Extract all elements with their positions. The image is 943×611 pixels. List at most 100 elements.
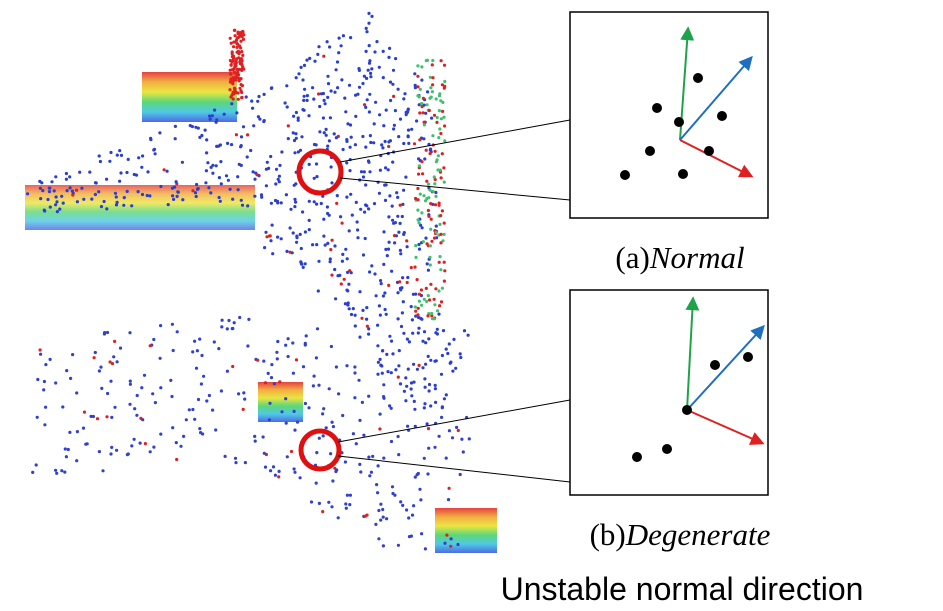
cloud-point — [417, 243, 420, 246]
cloud-point — [440, 176, 443, 179]
cloud-point — [407, 134, 410, 137]
cloud-point — [383, 291, 386, 294]
panel-degenerate — [570, 290, 768, 495]
cloud-point — [247, 318, 250, 321]
cloud-point — [387, 284, 390, 287]
cloud-point — [452, 338, 455, 341]
cloud-point — [105, 178, 108, 181]
cloud-point — [385, 517, 388, 520]
cloud-point — [390, 440, 393, 443]
cloud-point — [321, 412, 324, 415]
cloud-point — [451, 370, 454, 373]
cloud-point — [327, 82, 330, 85]
cloud-point — [336, 274, 339, 277]
cloud-point — [425, 103, 428, 106]
cloud-point — [39, 348, 42, 351]
cloud-point — [26, 192, 29, 195]
cloud-point — [326, 242, 329, 245]
cloud-point — [154, 401, 157, 404]
cloud-point — [438, 223, 441, 226]
cloud-point — [367, 12, 370, 15]
cloud-point — [434, 191, 437, 194]
cloud-point — [428, 109, 431, 112]
cloud-point — [286, 105, 289, 108]
cloud-point — [328, 139, 331, 142]
cloud-point — [39, 353, 42, 356]
cloud-point — [343, 97, 346, 100]
cloud-point — [404, 176, 407, 179]
cloud-point — [269, 155, 272, 158]
cloud-point — [38, 180, 41, 183]
cloud-point — [302, 365, 305, 368]
cloud-point — [425, 197, 428, 200]
cloud-point — [243, 398, 246, 401]
cloud-point — [426, 59, 429, 62]
cloud-point — [317, 45, 320, 48]
cloud-point — [310, 500, 313, 503]
cloud-point — [252, 170, 255, 173]
cloud-point — [48, 187, 51, 190]
cloud-point — [323, 131, 326, 134]
cloud-point — [368, 270, 371, 273]
cloud-point — [177, 191, 180, 194]
cloud-point — [318, 130, 321, 133]
cloud-point — [159, 324, 162, 327]
cloud-point — [433, 446, 436, 449]
cloud-point — [258, 118, 261, 121]
cloud-point — [275, 351, 278, 354]
highlight-circle — [301, 431, 339, 469]
cloud-point — [322, 218, 325, 221]
cloud-point — [401, 276, 404, 279]
cloud-point — [83, 411, 86, 414]
cloud-point — [400, 325, 403, 328]
cloud-point — [434, 401, 437, 404]
cloud-point — [360, 317, 363, 320]
cloud-point — [185, 418, 188, 421]
cloud-point — [293, 429, 296, 432]
point — [632, 452, 642, 462]
cloud-point — [136, 394, 139, 397]
cloud-point — [265, 184, 268, 187]
cloud-point — [418, 300, 421, 303]
cloud-point — [302, 99, 305, 102]
cloud-point — [231, 55, 234, 58]
cloud-point — [234, 34, 237, 37]
cloud-point — [351, 214, 354, 217]
cloud-point — [301, 78, 304, 81]
cloud-point — [49, 206, 52, 209]
cloud-point — [425, 300, 428, 303]
cloud-point — [241, 84, 244, 87]
cloud-point — [240, 199, 243, 202]
cloud-point — [343, 278, 346, 281]
cloud-point — [436, 116, 439, 119]
cloud-point — [420, 102, 423, 105]
cloud-point — [412, 363, 415, 366]
cloud-point — [250, 100, 253, 103]
cloud-point — [312, 384, 315, 387]
cloud-point — [381, 146, 384, 149]
cloud-point — [234, 457, 237, 460]
cloud-point — [218, 196, 221, 199]
cloud-point — [424, 237, 427, 240]
cloud-point — [438, 435, 441, 438]
cloud-point — [382, 516, 385, 519]
cloud-point — [196, 349, 199, 352]
cloud-point — [171, 426, 174, 429]
cloud-point — [133, 438, 136, 441]
cloud-point — [349, 123, 352, 126]
cloud-point — [389, 81, 392, 84]
cloud-point — [274, 474, 277, 477]
cloud-point — [191, 189, 194, 192]
cloud-point — [146, 170, 149, 173]
cloud-point — [179, 445, 182, 448]
cloud-point — [246, 204, 249, 207]
cloud-point — [372, 141, 375, 144]
cloud-point — [438, 92, 441, 95]
cloud-point — [292, 372, 295, 375]
cloud-point — [399, 222, 402, 225]
cloud-point — [390, 371, 393, 374]
cloud-point — [219, 143, 222, 146]
cloud-point — [359, 470, 362, 473]
cloud-point — [64, 447, 67, 450]
cloud-point — [389, 139, 392, 142]
